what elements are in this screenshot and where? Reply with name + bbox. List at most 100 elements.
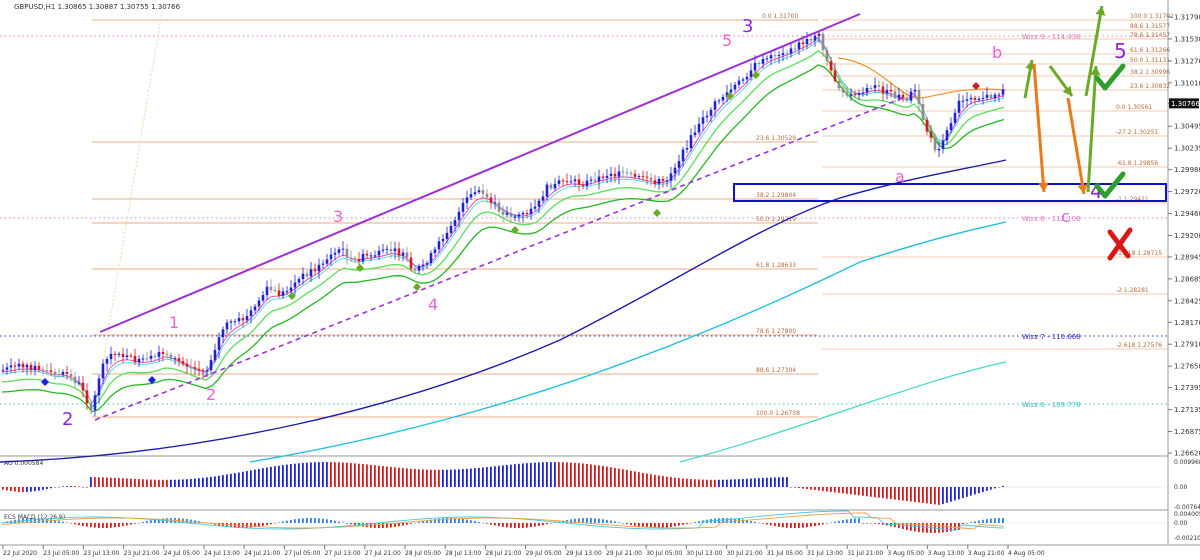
- candle-body: [317, 264, 321, 272]
- candle-body: [237, 318, 241, 322]
- macd-histogram-bar: [842, 520, 844, 523]
- candle-body: [361, 253, 365, 262]
- ao-bar: [102, 477, 104, 487]
- ao-bar: [658, 475, 660, 487]
- candle-body: [705, 115, 709, 118]
- candle-body: [601, 176, 605, 178]
- candle-body: [509, 212, 513, 217]
- price-tick-label: 1.29460: [1174, 210, 1200, 218]
- time-tick-label: 28 Jul 05:00: [405, 550, 441, 557]
- ao-bar: [134, 478, 136, 487]
- macd-histogram-bar: [398, 523, 400, 527]
- ao-bar: [466, 468, 468, 487]
- macd-histogram-bar: [914, 523, 916, 532]
- time-tick-label: 3 Aug 21:00: [968, 550, 1005, 557]
- macd-histogram-bar: [78, 523, 80, 526]
- ao-bar: [190, 478, 192, 487]
- ao-bar: [922, 487, 924, 503]
- price-tick-label: 1.31530: [1174, 35, 1200, 43]
- macd-histogram-bar: [766, 523, 768, 525]
- candle-body: [221, 329, 225, 338]
- macd-histogram-bar: [962, 523, 964, 525]
- ao-bar: [810, 487, 812, 490]
- candle-body: [137, 358, 141, 363]
- macd-histogram-bar: [690, 523, 692, 524]
- time-tick-label: 24 Jul 13:00: [204, 550, 240, 557]
- candle-body: [113, 353, 117, 355]
- macd-histogram-bar: [334, 520, 336, 523]
- ma200-line: [0, 159, 1007, 463]
- candle-body: [809, 39, 813, 41]
- ao-bar: [538, 462, 540, 487]
- candle-body: [621, 171, 625, 173]
- ao-bar: [326, 462, 328, 487]
- macd-histogram-bar: [902, 523, 904, 530]
- candle-body: [553, 183, 557, 189]
- macd-histogram-bar: [386, 523, 388, 528]
- macd-histogram-bar: [406, 523, 408, 525]
- macd-histogram-bar: [258, 523, 260, 527]
- ao-bar: [478, 467, 480, 487]
- macd-histogram-bar: [658, 523, 660, 528]
- candle-body: [981, 97, 985, 99]
- ao-bar: [226, 474, 228, 487]
- candle-body: [913, 89, 917, 92]
- wave-label-b: b: [992, 43, 1002, 62]
- candle-body: [53, 371, 57, 375]
- ao-bar: [902, 487, 904, 501]
- ao-bar: [894, 487, 896, 500]
- macd-histogram-bar: [490, 523, 492, 525]
- ao-bar: [390, 466, 392, 487]
- candle-body: [265, 286, 269, 296]
- candle-body: [129, 355, 133, 357]
- candle-body: [893, 91, 897, 99]
- ao-bar: [950, 487, 952, 502]
- candle-body: [213, 349, 217, 360]
- candle-body: [369, 255, 373, 257]
- ao-bar: [870, 487, 872, 497]
- ao-bar: [462, 469, 464, 487]
- macd-histogram-bar: [354, 523, 356, 526]
- fib-ext-label: 88.6 1.31577: [1130, 23, 1170, 30]
- candle-body: [997, 94, 1001, 96]
- candle-body: [433, 249, 437, 254]
- fib-level-label: 50.0 1.29219: [756, 216, 796, 223]
- fib-ext-label: -61.8 1.29856: [1116, 160, 1158, 167]
- macd-histogram-bar: [86, 523, 88, 527]
- candle-body: [729, 89, 733, 93]
- candle-body: [565, 181, 569, 183]
- macd-histogram-bar: [610, 520, 612, 523]
- macd-histogram-bar: [410, 523, 412, 524]
- macd-histogram-bar: [378, 523, 380, 528]
- candle-body: [533, 206, 537, 209]
- ao-bar: [506, 464, 508, 487]
- candle-body: [537, 200, 541, 207]
- ao-bar: [518, 463, 520, 487]
- ao-bar: [214, 476, 216, 487]
- ao-bar: [562, 462, 564, 487]
- candle-body: [677, 161, 681, 168]
- candle-body: [733, 84, 737, 90]
- macd-histogram-bar: [594, 518, 596, 523]
- macd-histogram-bar: [630, 523, 632, 525]
- candle-body: [801, 42, 805, 45]
- fib-ext-label: 0.0 1.30561: [1116, 104, 1152, 111]
- candle-body: [865, 87, 869, 93]
- fib-level-label: 0.0 1.31700: [762, 13, 798, 20]
- ao-bar: [342, 462, 344, 487]
- candle-body: [321, 263, 325, 265]
- time-tick-label: 31 Jul 13:00: [807, 550, 843, 557]
- candle-body: [609, 173, 613, 176]
- ao-bar: [770, 477, 772, 487]
- ao-bar: [438, 469, 440, 487]
- candle-body: [485, 193, 489, 198]
- macd-histogram-bar: [662, 523, 664, 528]
- macd-histogram-bar: [34, 518, 36, 523]
- candle-body: [325, 259, 329, 264]
- ao-bar: [250, 470, 252, 487]
- macd-tick-label: 0.004005: [1174, 511, 1200, 518]
- ao-bar: [338, 462, 340, 487]
- ao-bar: [2, 487, 4, 490]
- ao-bar: [366, 464, 368, 487]
